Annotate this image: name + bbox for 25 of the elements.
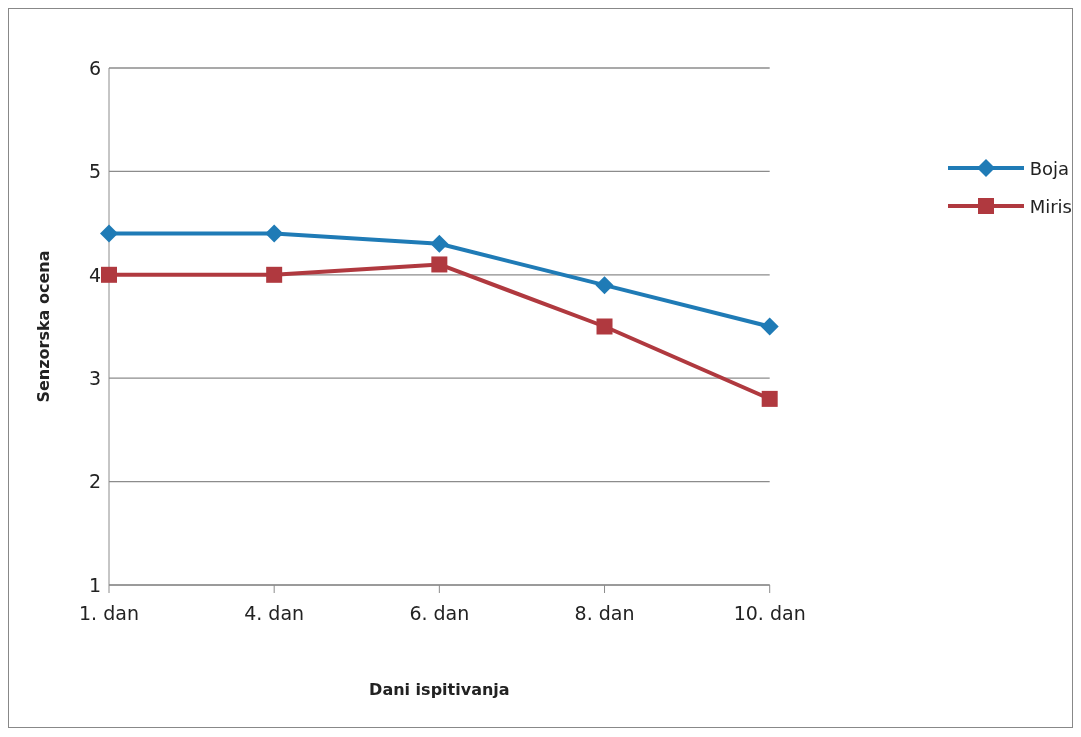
point (761, 390, 778, 407)
x-tick-label: 10. dan (733, 602, 806, 625)
y-tick-label: 3 (88, 366, 101, 389)
point (595, 276, 614, 295)
point (265, 224, 284, 243)
point (760, 317, 779, 336)
y-axis-title: Senzorska ocena (33, 250, 53, 403)
y-tick-label: 2 (88, 470, 101, 493)
point (430, 234, 449, 253)
x-tick-label: 4. dan (244, 602, 305, 625)
legend-label: Miris (1029, 195, 1072, 217)
x-tick-label: 1. dan (79, 602, 139, 625)
point (101, 266, 117, 283)
point (100, 224, 118, 243)
point (596, 318, 613, 335)
legend-label: Boja (1029, 157, 1070, 179)
y-tick-label: 4 (88, 263, 101, 286)
x-axis-title: Dani ispitivanja (369, 680, 510, 699)
x-tick-label: 6. dan (409, 602, 470, 625)
point (431, 256, 448, 273)
y-tick-label: 5 (88, 160, 101, 183)
x-tick-label: 8. dan (574, 602, 635, 625)
y-tick-label: 6 (88, 56, 101, 79)
point (266, 266, 283, 283)
y-tick-label: 1 (88, 573, 101, 596)
